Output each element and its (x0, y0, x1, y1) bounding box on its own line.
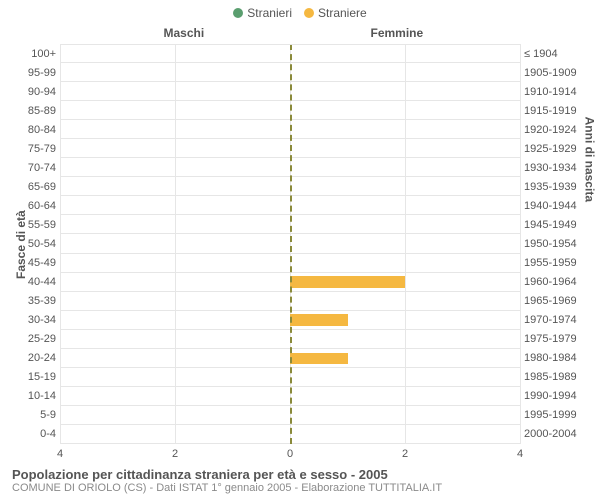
legend-dot-icon (233, 8, 243, 18)
age-label: 45-49 (0, 257, 56, 269)
chart-title: Popolazione per cittadinanza straniera p… (12, 467, 588, 482)
center-line (290, 44, 292, 444)
age-label: 35-39 (0, 295, 56, 307)
x-tick-label: 4 (517, 448, 523, 460)
birth-label: 1910-1914 (524, 86, 596, 98)
gridline (60, 44, 520, 45)
legend-label: Stranieri (247, 6, 292, 20)
y-labels-age: 100+ 95-99 90-94 85-89 80-84 75-79 70-74 65-69 6… (0, 44, 56, 444)
birth-label: 1935-1939 (524, 181, 596, 193)
birth-label: 1950-1954 (524, 238, 596, 250)
birth-label: ≤ 1904 (524, 48, 596, 60)
x-tick-label: 4 (57, 448, 63, 460)
age-label: 55-59 (0, 219, 56, 231)
age-label: 50-54 (0, 238, 56, 250)
age-label: 60-64 (0, 200, 56, 212)
legend-item-1: Straniere (304, 6, 367, 20)
age-label: 85-89 (0, 105, 56, 117)
age-label: 20-24 (0, 352, 56, 364)
age-label: 65-69 (0, 181, 56, 193)
bar-female (290, 353, 348, 364)
plot-area (60, 44, 520, 444)
age-label: 90-94 (0, 86, 56, 98)
chart-container: StranieriStraniere Maschi Femmine Fasce … (0, 0, 600, 500)
age-label: 40-44 (0, 276, 56, 288)
birth-label: 1940-1944 (524, 200, 596, 212)
birth-label: 1930-1934 (524, 162, 596, 174)
birth-label: 1970-1974 (524, 314, 596, 326)
age-label: 30-34 (0, 314, 56, 326)
age-label: 15-19 (0, 371, 56, 383)
column-title-female: Femmine (371, 26, 424, 40)
legend-label: Straniere (318, 6, 367, 20)
legend-item-0: Stranieri (233, 6, 292, 20)
birth-label: 1925-1929 (524, 143, 596, 155)
legend: Stranieri Straniere (0, 6, 600, 21)
birth-label: 1945-1949 (524, 219, 596, 231)
birth-label: 1920-1924 (524, 124, 596, 136)
birth-label: 1955-1959 (524, 257, 596, 269)
x-tick-label: 2 (402, 448, 408, 460)
birth-label: 1990-1994 (524, 390, 596, 402)
birth-label: 1980-1984 (524, 352, 596, 364)
age-label: 10-14 (0, 390, 56, 402)
age-label: 95-99 (0, 67, 56, 79)
y-labels-birth: ≤ 1904 1905-1909 1910-1914 1915-1919 1920-19… (524, 44, 596, 444)
birth-label: 1960-1964 (524, 276, 596, 288)
age-label: 5-9 (0, 409, 56, 421)
bar-female (290, 314, 348, 325)
x-tick-label: 0 (287, 448, 293, 460)
birth-label: 2000-2004 (524, 428, 596, 440)
age-label: 80-84 (0, 124, 56, 136)
chart-footer: Popolazione per cittadinanza straniera p… (12, 467, 588, 494)
age-label: 0-4 (0, 428, 56, 440)
birth-label: 1965-1969 (524, 295, 596, 307)
age-label: 100+ (0, 48, 56, 60)
legend-dot-icon (304, 8, 314, 18)
birth-label: 1985-1989 (524, 371, 596, 383)
birth-label: 1905-1909 (524, 67, 596, 79)
bar-female (290, 276, 405, 287)
birth-label: 1915-1919 (524, 105, 596, 117)
column-title-male: Maschi (164, 26, 205, 40)
chart-subtitle: COMUNE DI ORIOLO (CS) - Dati ISTAT 1° ge… (12, 482, 588, 494)
age-label: 25-29 (0, 333, 56, 345)
age-label: 75-79 (0, 143, 56, 155)
birth-label: 1975-1979 (524, 333, 596, 345)
x-tick-label: 2 (172, 448, 178, 460)
gridline (520, 44, 521, 444)
age-label: 70-74 (0, 162, 56, 174)
birth-label: 1995-1999 (524, 409, 596, 421)
